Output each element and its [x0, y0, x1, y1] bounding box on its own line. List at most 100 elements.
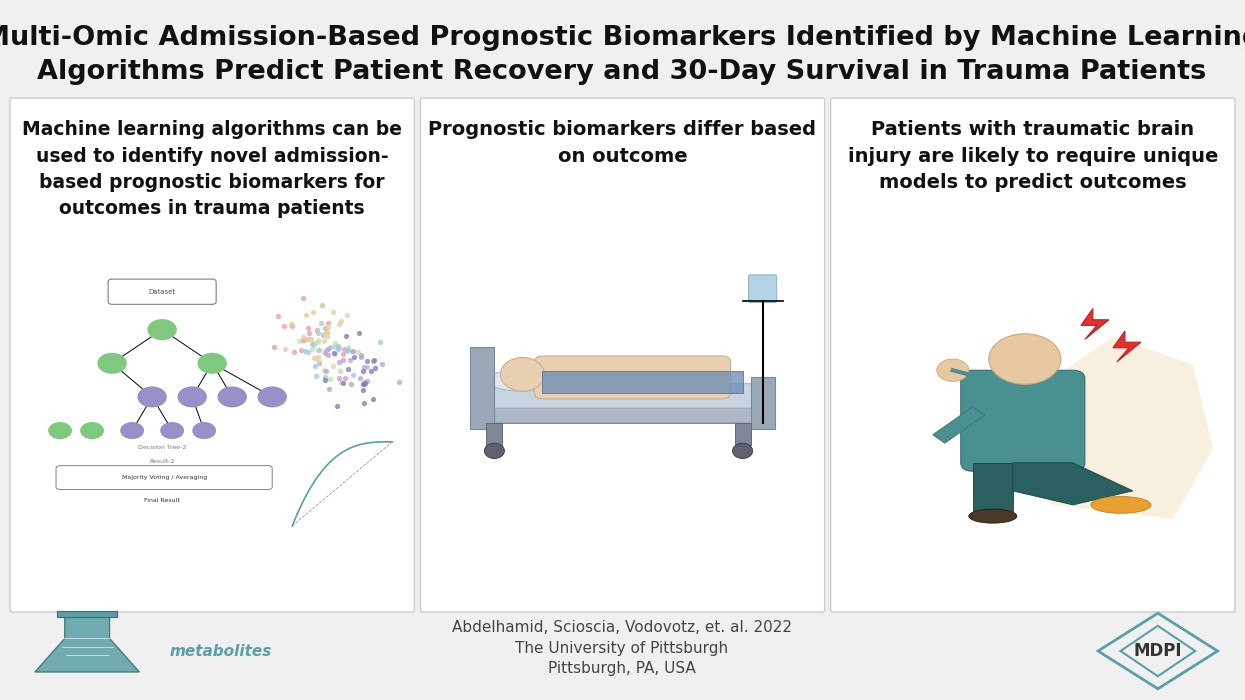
- Circle shape: [989, 334, 1061, 384]
- Circle shape: [81, 423, 103, 438]
- Point: [364, 354, 383, 365]
- Point: [296, 309, 316, 321]
- Polygon shape: [1081, 309, 1109, 340]
- Point: [324, 360, 344, 372]
- Point: [283, 321, 303, 332]
- Polygon shape: [1013, 337, 1213, 519]
- Point: [355, 377, 375, 388]
- Text: Machine learning algorithms can be
used to identify novel admission-
based progn: Machine learning algorithms can be used …: [22, 120, 402, 218]
- Point: [336, 330, 356, 341]
- Point: [298, 333, 317, 344]
- Point: [311, 300, 331, 311]
- Point: [308, 354, 327, 365]
- Circle shape: [49, 423, 71, 438]
- Ellipse shape: [1091, 496, 1150, 513]
- Point: [298, 322, 317, 333]
- Point: [315, 347, 335, 358]
- Point: [336, 309, 356, 321]
- Text: MDPI: MDPI: [1134, 642, 1182, 660]
- Point: [293, 293, 312, 304]
- FancyBboxPatch shape: [421, 98, 824, 612]
- Point: [301, 334, 321, 345]
- Text: Final Result: Final Result: [144, 498, 181, 503]
- Point: [306, 370, 326, 382]
- Point: [304, 340, 324, 351]
- Point: [351, 351, 371, 363]
- Point: [347, 346, 367, 358]
- Circle shape: [732, 443, 753, 459]
- Polygon shape: [471, 346, 494, 429]
- Point: [317, 331, 337, 342]
- Circle shape: [98, 354, 126, 373]
- Point: [329, 357, 349, 368]
- Text: Decision Tree-2: Decision Tree-2: [138, 445, 187, 450]
- Point: [352, 384, 372, 395]
- Point: [305, 360, 325, 372]
- Point: [336, 345, 356, 356]
- Circle shape: [198, 354, 227, 373]
- Point: [324, 342, 344, 353]
- Point: [303, 307, 322, 318]
- Circle shape: [193, 423, 215, 438]
- Point: [309, 357, 329, 368]
- FancyBboxPatch shape: [961, 370, 1084, 471]
- Point: [340, 355, 360, 366]
- Point: [337, 363, 357, 374]
- Circle shape: [121, 423, 143, 438]
- Point: [308, 351, 327, 362]
- Point: [300, 328, 320, 339]
- Point: [354, 398, 374, 409]
- Point: [355, 377, 375, 388]
- Point: [342, 345, 362, 356]
- Point: [312, 300, 332, 311]
- Point: [337, 342, 357, 353]
- Point: [325, 348, 345, 359]
- Polygon shape: [735, 424, 751, 444]
- Point: [327, 344, 347, 355]
- Point: [420, 355, 439, 366]
- Point: [317, 349, 337, 360]
- Circle shape: [138, 387, 166, 407]
- Point: [357, 356, 377, 367]
- Text: Dataset: Dataset: [148, 288, 176, 295]
- Text: Algorithms Predict Patient Recovery and 30-Day Survival in Trauma Patients: Algorithms Predict Patient Recovery and …: [37, 59, 1206, 85]
- Point: [295, 345, 315, 356]
- Point: [317, 318, 337, 329]
- Text: Result-2: Result-2: [149, 459, 176, 464]
- Point: [335, 372, 355, 384]
- Point: [357, 361, 377, 372]
- Point: [314, 328, 334, 339]
- Point: [314, 365, 334, 376]
- Polygon shape: [1013, 463, 1133, 505]
- Text: Pittsburgh, PA, USA: Pittsburgh, PA, USA: [548, 661, 696, 676]
- Point: [329, 318, 349, 330]
- Point: [293, 334, 312, 345]
- Point: [294, 331, 314, 342]
- Point: [320, 373, 340, 384]
- Polygon shape: [972, 463, 1013, 510]
- Point: [341, 379, 361, 390]
- Point: [274, 321, 294, 332]
- Point: [301, 338, 321, 349]
- Point: [317, 343, 337, 354]
- Text: Abdelhamid, Scioscia, Vodovotz, et. al. 2022: Abdelhamid, Scioscia, Vodovotz, et. al. …: [452, 620, 792, 636]
- FancyBboxPatch shape: [108, 279, 217, 304]
- Point: [331, 316, 351, 327]
- Point: [315, 374, 335, 385]
- Text: Majority Voting / Averaging: Majority Voting / Averaging: [122, 475, 207, 480]
- Point: [351, 350, 371, 361]
- Point: [314, 335, 334, 346]
- Point: [310, 344, 330, 356]
- Point: [319, 321, 339, 332]
- Circle shape: [484, 443, 504, 459]
- Point: [303, 344, 322, 355]
- Point: [304, 337, 324, 349]
- Point: [308, 337, 327, 348]
- Point: [327, 400, 347, 412]
- Point: [319, 383, 339, 394]
- Point: [275, 343, 295, 354]
- Point: [329, 340, 349, 351]
- Point: [388, 377, 408, 388]
- Point: [364, 393, 383, 405]
- Polygon shape: [35, 617, 139, 672]
